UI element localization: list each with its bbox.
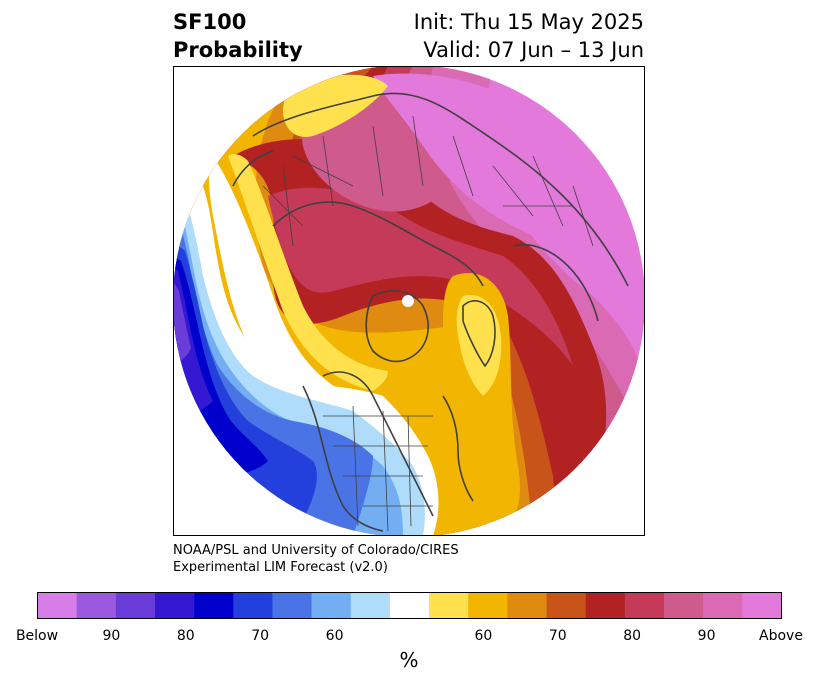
colorbar-swatch (311, 592, 352, 619)
colorbar-tick-label: 60 (474, 628, 493, 644)
colorbar-swatch (664, 592, 704, 619)
colorbar-tick-label: 90 (697, 628, 716, 644)
credit-line-2: Experimental LIM Forecast (v2.0) (173, 560, 388, 575)
colorbar-tick-label: 70 (251, 628, 270, 644)
colorbar-swatch (389, 592, 430, 619)
colorbar-tick-label: 80 (623, 628, 642, 644)
colorbar-swatch (624, 592, 665, 619)
north-pole-marker (402, 295, 414, 307)
colorbar (37, 592, 782, 624)
colorbar-swatch (272, 592, 312, 619)
colorbar-swatch (194, 592, 234, 619)
colorbar-tick-label: 80 (176, 628, 195, 644)
colorbar-tick-label: 90 (102, 628, 121, 644)
colorbar-swatch (468, 592, 508, 619)
title-product: SF100 (173, 10, 247, 34)
colorbar-svg (37, 592, 782, 619)
title-type: Probability (173, 38, 303, 62)
valid-dates: Valid: 07 Jun – 13 Jun (423, 38, 644, 62)
colorbar-tick-label: Below (15, 628, 59, 644)
colorbar-swatch (546, 592, 587, 619)
probability-contours (173, 66, 645, 536)
colorbar-swatch (233, 592, 273, 619)
credit-text: NOAA/PSL and University of Colorado/CIRE… (173, 542, 459, 576)
colorbar-swatch (115, 592, 156, 619)
colorbar-swatch (429, 592, 469, 619)
colorbar-tick-label: 60 (325, 628, 344, 644)
colorbar-swatch (350, 592, 391, 619)
colorbar-tick-label: 70 (548, 628, 567, 644)
colorbar-swatch (742, 592, 782, 619)
colorbar-swatch (585, 592, 626, 619)
colorbar-swatch (507, 592, 547, 619)
colorbar-swatch (154, 592, 195, 619)
colorbar-swatch (703, 592, 743, 619)
coastlines (232, 92, 629, 532)
colorbar-tick-label: Above (759, 628, 803, 644)
init-date: Init: Thu 15 May 2025 (413, 10, 644, 34)
borders (262, 115, 594, 532)
forecast-map (173, 66, 645, 536)
colorbar-unit: % (399, 648, 419, 672)
map-dates: Init: Thu 15 May 2025 Valid: 07 Jun – 13… (414, 8, 644, 64)
credit-line-1: NOAA/PSL and University of Colorado/CIRE… (173, 543, 459, 558)
colorbar-swatch (76, 592, 117, 619)
colorbar-swatch (37, 592, 77, 619)
map-title: SF100 Probability (173, 8, 303, 64)
map-svg (173, 66, 645, 536)
